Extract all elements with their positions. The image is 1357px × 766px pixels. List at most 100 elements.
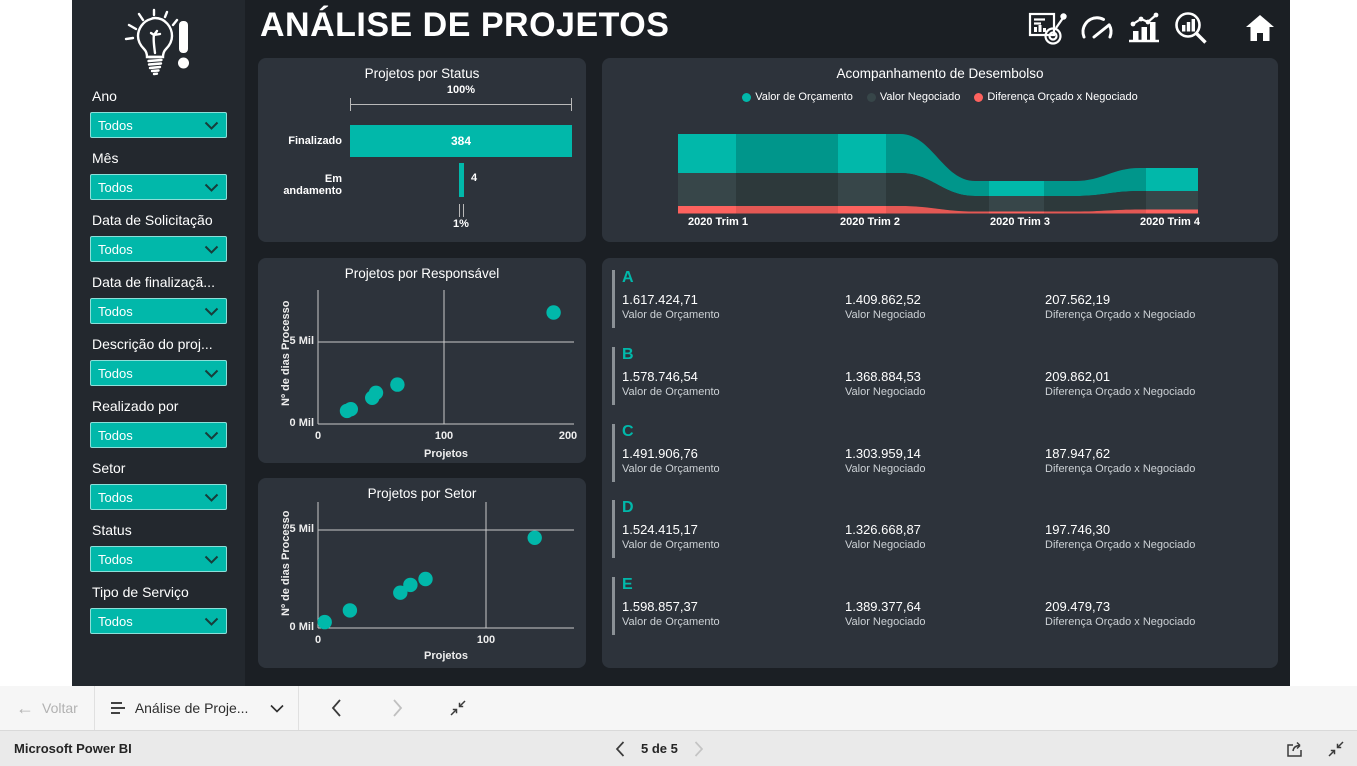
- bar-finalizado[interactable]: 384: [350, 125, 572, 157]
- bar-value: 4: [471, 172, 478, 184]
- metric-label: Valor de Orçamento: [622, 309, 720, 321]
- previous-page-button[interactable]: [315, 686, 358, 730]
- metric-valor-de-orcamento: 1.598.857,37 Valor de Orçamento: [622, 598, 845, 630]
- metric-value: 1.617.424,71: [622, 292, 698, 307]
- page-menu-button[interactable]: Análise de Proje...: [95, 686, 299, 730]
- bar-label-em-andamento: Em andamento: [283, 173, 342, 197]
- back-button[interactable]: ← Voltar: [0, 686, 94, 730]
- filter-ano: Ano Todos: [90, 88, 227, 138]
- dropdown-value: Todos: [98, 489, 133, 505]
- metric-valor-negociado: 1.303.959,14 Valor Negociado: [845, 445, 1045, 477]
- card-row-b[interactable]: B 1.578.746,54 Valor de Orçamento 1.368.884…: [612, 345, 1268, 411]
- metric-label: Valor de Orçamento: [622, 386, 720, 398]
- legend-item-valor-de-orcamento[interactable]: Valor de Orçamento: [742, 91, 853, 103]
- scatter-point[interactable]: [403, 577, 418, 593]
- card-row-a[interactable]: A 1.617.424,71 Valor de Orçamento 1.409.862…: [612, 268, 1268, 334]
- projetos-por-setor-chart[interactable]: Projetos por Setor Nº de dias Processo 5…: [258, 478, 586, 668]
- legend-label: Diferença Orçado x Negociado: [987, 91, 1138, 103]
- bar-value: 384: [450, 134, 472, 148]
- filter-dropdown-data-de-finalizaca[interactable]: Todos: [90, 298, 227, 324]
- filter-dropdown-mes[interactable]: Todos: [90, 174, 227, 200]
- search-chart-icon[interactable]: [1173, 10, 1209, 46]
- dropdown-value: Todos: [98, 365, 133, 381]
- card-row-d[interactable]: D 1.524.415,17 Valor de Orçamento 1.326.668…: [612, 498, 1268, 564]
- metric-value: 207.562,19: [1045, 292, 1111, 307]
- max-percent-label: 100%: [446, 84, 476, 96]
- legend-item-valor-negociado[interactable]: Valor Negociado: [866, 91, 961, 103]
- filter-dropdown-descricao-do-proj[interactable]: Todos: [90, 360, 227, 386]
- exit-fullscreen-button[interactable]: [1327, 740, 1345, 758]
- legend-label: Valor Negociado: [879, 91, 961, 103]
- area-chart-canvas[interactable]: [602, 58, 1278, 242]
- filter-dropdown-data-de-solicitacao[interactable]: Todos: [90, 236, 227, 262]
- projetos-por-status-chart[interactable]: Projetos por Status 100% Finalizado 384 …: [258, 58, 586, 242]
- series-valor-de-orcamento[interactable]: [678, 134, 1198, 196]
- previous-page-button[interactable]: [615, 740, 625, 757]
- fit-to-page-button[interactable]: [433, 686, 483, 730]
- metric-value: 1.326.668,87: [845, 522, 921, 537]
- share-button[interactable]: [1285, 739, 1305, 759]
- collapse-arrows-icon: [450, 700, 466, 716]
- x-tick: 0: [314, 430, 322, 442]
- range-bracket: [350, 98, 572, 111]
- x-tick: 200: [558, 430, 578, 442]
- filter-dropdown-ano[interactable]: Todos: [90, 112, 227, 138]
- page-title: ANÁLISE DE PROJETOS: [260, 6, 670, 44]
- scatter-point[interactable]: [317, 614, 332, 630]
- metric-label: Valor Negociado: [845, 386, 926, 398]
- dropdown-value: Todos: [98, 427, 133, 443]
- metric-label: Valor de Orçamento: [622, 539, 720, 551]
- card-row-c[interactable]: C 1.491.906,76 Valor de Orçamento 1.303.959…: [612, 422, 1268, 488]
- valores-cards-panel[interactable]: A 1.617.424,71 Valor de Orçamento 1.409.862…: [602, 258, 1278, 668]
- bar-chart-trend-icon[interactable]: [1126, 12, 1162, 44]
- gauge-icon[interactable]: [1079, 14, 1115, 42]
- series-valor-negociado[interactable]: [678, 173, 1198, 212]
- scatter-point[interactable]: [390, 377, 405, 392]
- scatter-point[interactable]: [527, 530, 542, 545]
- scatter-point[interactable]: [368, 385, 384, 400]
- filter-label: Setor: [92, 460, 126, 476]
- report-analysis-icon[interactable]: [1028, 10, 1068, 46]
- projetos-por-responsavel-chart[interactable]: Projetos por Responsável Nº de dias Proc…: [258, 258, 586, 463]
- next-page-button[interactable]: [376, 686, 419, 730]
- min-bracket-tick: [459, 204, 460, 217]
- home-icon[interactable]: [1244, 13, 1276, 43]
- scatter-point[interactable]: [546, 305, 561, 320]
- metric-valor-negociado: 1.409.862,52 Valor Negociado: [845, 291, 1045, 323]
- filter-dropdown-setor[interactable]: Todos: [90, 484, 227, 510]
- row-accent-bar: [612, 500, 615, 558]
- metric-diferenca-orcado-x-negociado: 207.562,19 Diferença Orçado x Negociado: [1045, 291, 1268, 323]
- min-bracket-tick: [463, 204, 464, 217]
- x-axis-title: Projetos: [423, 650, 469, 662]
- chart-title: Projetos por Setor: [367, 486, 477, 501]
- toolbar-divider: [93, 686, 95, 730]
- chart-legend: Valor de Orçamento Valor Negociado Diferen…: [602, 91, 1278, 103]
- bar-em-andamento[interactable]: [459, 163, 464, 197]
- scatter-point[interactable]: [393, 585, 408, 600]
- filter-status: Status Todos: [90, 522, 227, 572]
- scatter-canvas[interactable]: [258, 258, 586, 463]
- share-icon: [1287, 741, 1302, 757]
- scatter-point[interactable]: [342, 603, 358, 618]
- filter-dropdown-tipo-de-servico[interactable]: Todos: [90, 608, 227, 634]
- scatter-canvas[interactable]: [258, 478, 586, 668]
- scatter-point[interactable]: [418, 571, 433, 587]
- series-diferenca[interactable]: [678, 206, 1198, 214]
- legend-item-diferenca-orcado-x-negociado[interactable]: Diferença Orçado x Negociado: [974, 91, 1138, 103]
- next-page-button[interactable]: [694, 740, 704, 757]
- filter-dropdown-status[interactable]: Todos: [90, 546, 227, 572]
- acompanhamento-de-desembolso-chart[interactable]: Acompanhamento de Desembolso Valor de Or…: [602, 58, 1278, 242]
- x-axis-label: 2020 Trim 3: [990, 216, 1050, 228]
- filter-dropdown-realizado-por[interactable]: Todos: [90, 422, 227, 448]
- chevron-down-icon: [204, 307, 219, 316]
- scatter-point[interactable]: [343, 402, 358, 417]
- report-toolbar: ← Voltar Análise de Proje...: [0, 686, 1357, 731]
- filter-mes: Mês Todos: [90, 150, 227, 200]
- filter-label: Data de Solicitação: [92, 212, 213, 228]
- card-row-e[interactable]: E 1.598.857,37 Valor de Orçamento 1.389.377…: [612, 575, 1268, 641]
- row-accent-bar: [612, 270, 615, 328]
- collapse-arrows-icon: [1328, 740, 1344, 757]
- filter-list: Ano Todos Mês Todos Data de Solicitação Todos…: [90, 88, 227, 646]
- x-axis-label: 2020 Trim 2: [840, 216, 900, 228]
- chevron-down-icon: [204, 245, 219, 254]
